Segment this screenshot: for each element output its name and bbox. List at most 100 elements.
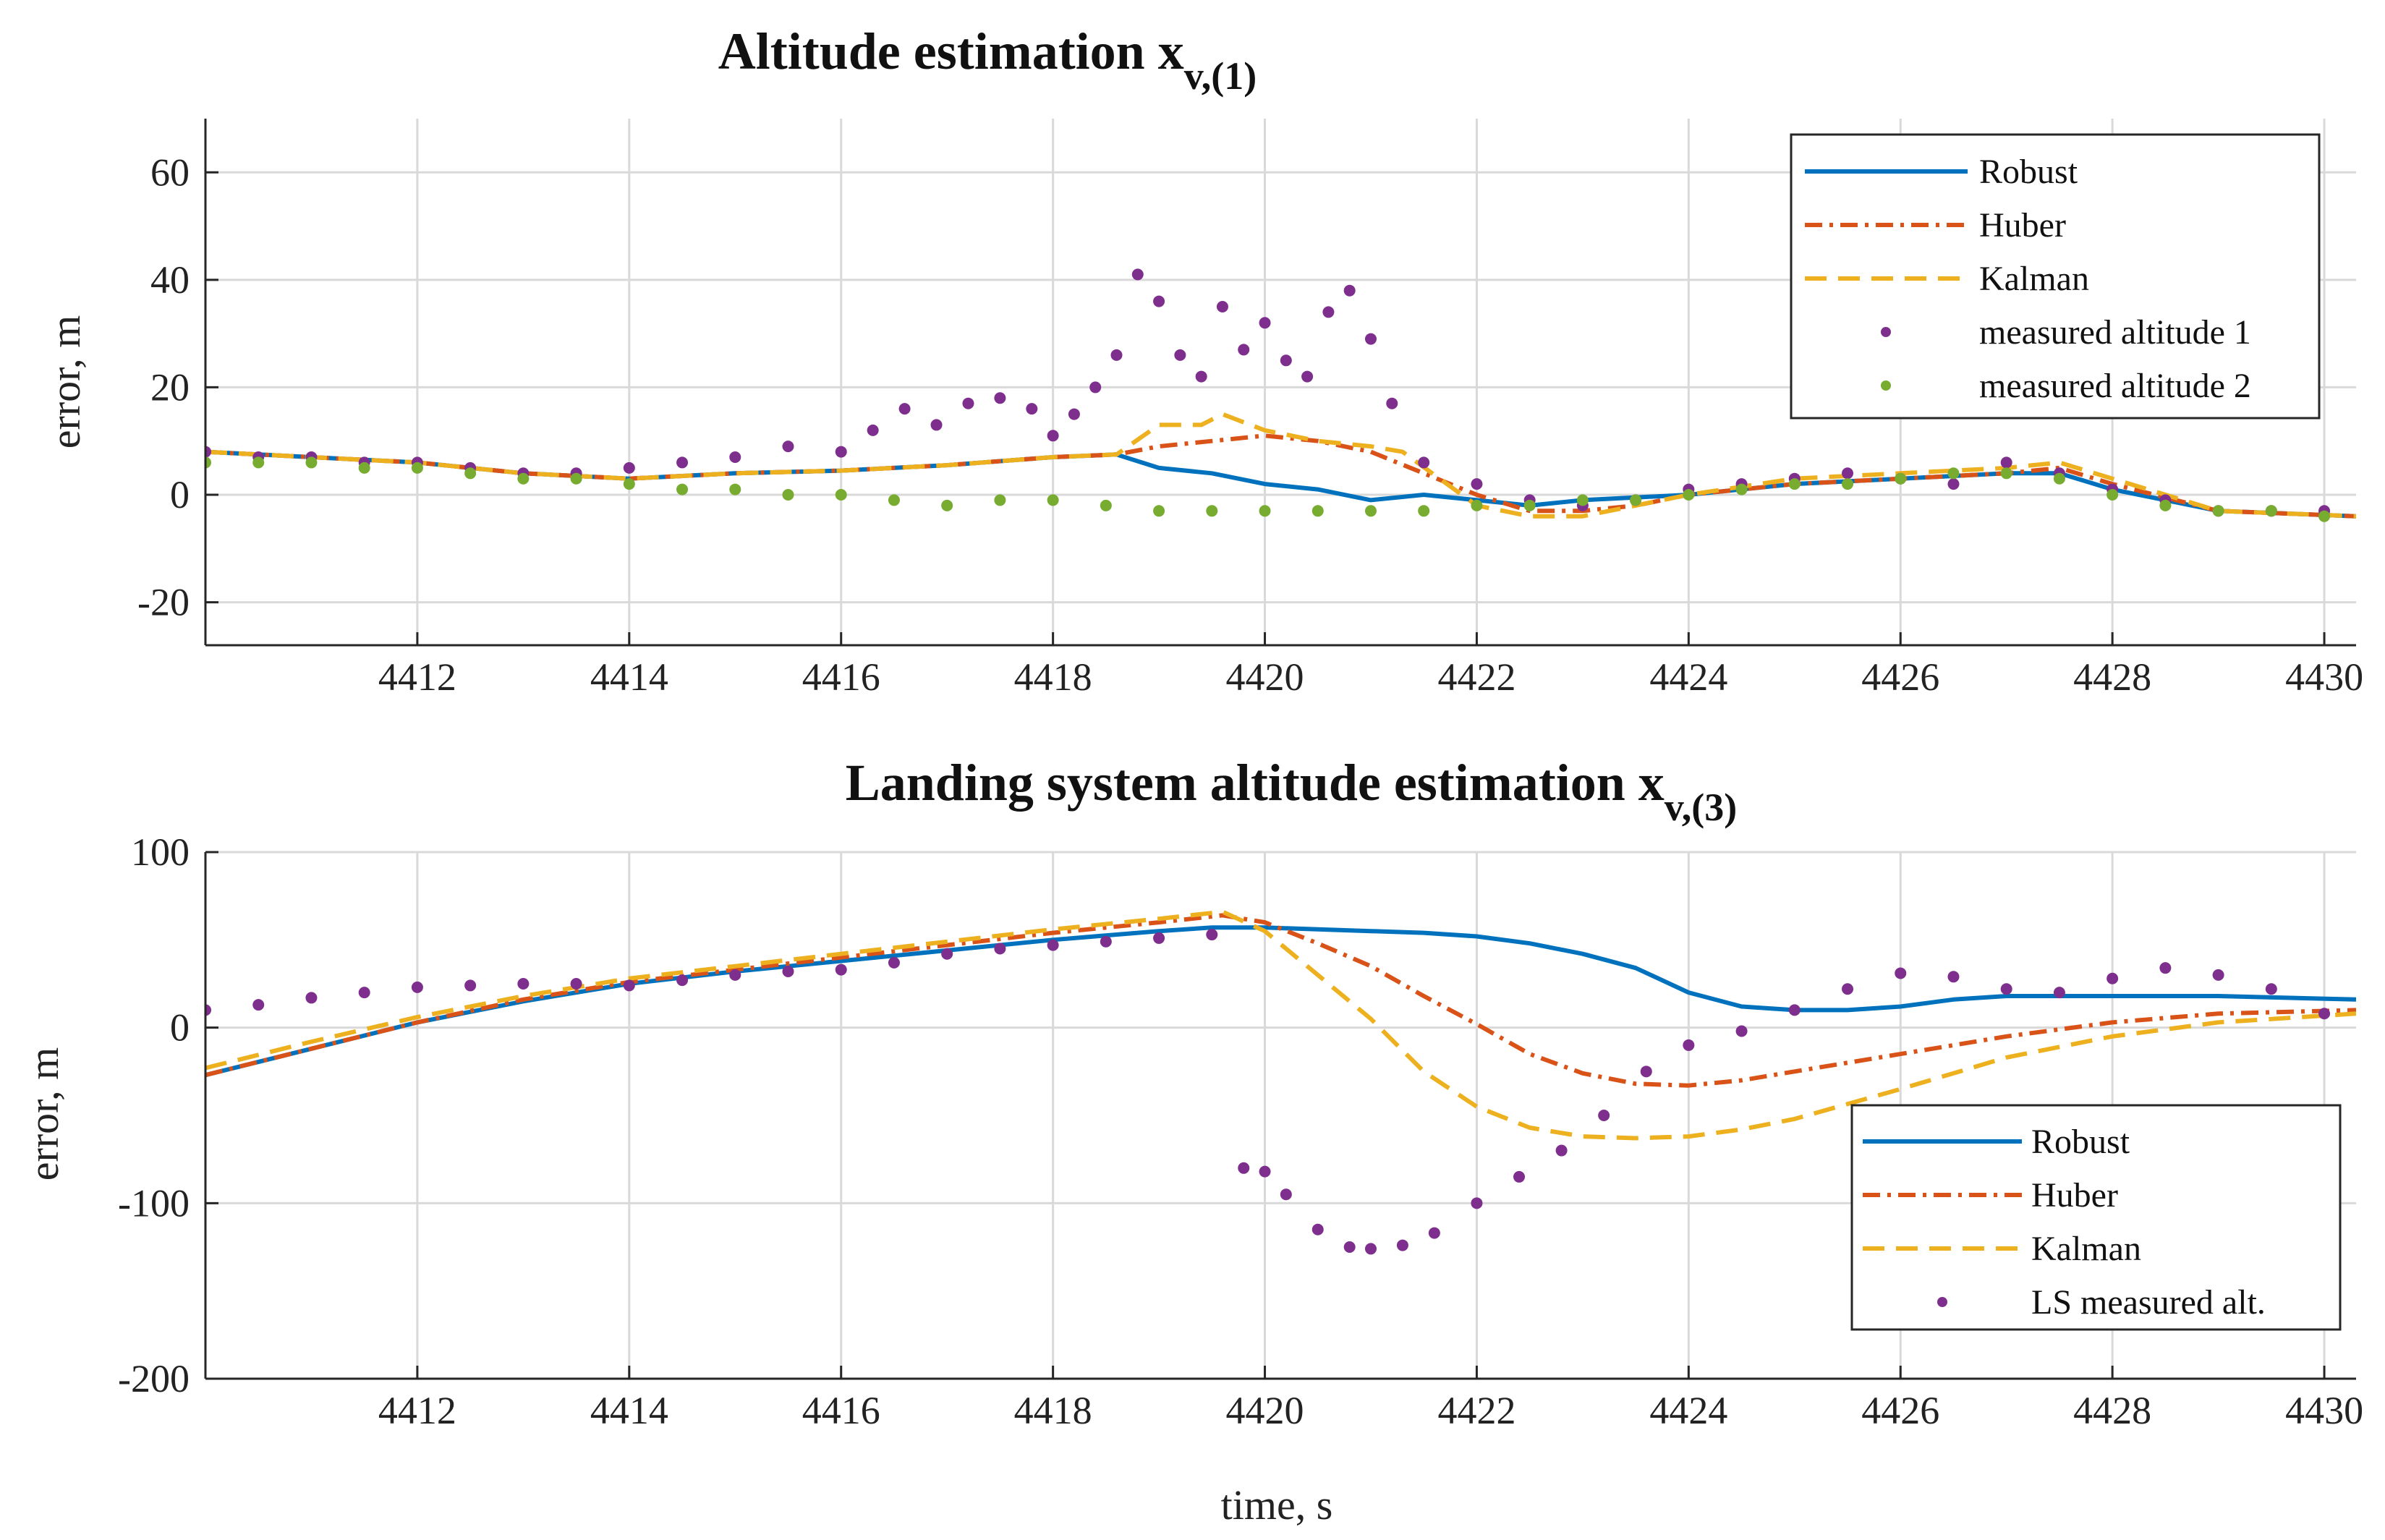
- top-ytick-label: 60: [150, 150, 190, 194]
- bottom-ytick-label: -200: [118, 1357, 190, 1400]
- top-measured-altitude-1-point: [676, 456, 689, 469]
- bottom-ls-measured-alt-point: [464, 979, 477, 992]
- top-measured-altitude-1-point: [994, 392, 1006, 404]
- top-measured-altitude-2-point: [517, 472, 530, 485]
- top-measured-altitude-1-point: [729, 451, 741, 463]
- bottom-ls-measured-alt-point: [1735, 1025, 1748, 1037]
- top-measured-altitude-1-point: [205, 446, 211, 458]
- top-title-main: Altitude estimation x: [718, 22, 1184, 80]
- legend-top-meas2-swatch: [1881, 380, 1891, 391]
- top-series-measured-altitude-2: [205, 456, 2331, 522]
- top-measured-altitude-2-point: [464, 467, 477, 480]
- bottom-ls-measured-alt-point: [1895, 967, 1907, 979]
- top-measured-altitude-1-point: [1026, 403, 1038, 415]
- bottom-ylabel: error, m: [20, 1047, 67, 1180]
- bottom-series-robust-line: [205, 925, 2356, 1078]
- top-measured-altitude-2-point: [835, 489, 847, 501]
- bottom-xlabel: time, s: [1221, 1481, 1333, 1528]
- bottom-ls-measured-alt-point: [411, 981, 423, 993]
- legend-top-meas1-swatch: [1881, 327, 1891, 337]
- top-ylabel: error, m: [42, 315, 89, 448]
- top-measured-altitude-1-point: [1343, 284, 1356, 297]
- top-measured-altitude-2-point: [994, 494, 1006, 506]
- bottom-xtick-label: 4416: [802, 1389, 880, 1432]
- bottom-xtick-label: 4418: [1014, 1389, 1092, 1432]
- top-series-group: [205, 268, 2356, 522]
- bottom-series-ls-measured-alt: [205, 929, 2331, 1255]
- bottom-series-group: [205, 909, 2356, 1255]
- top-measured-altitude-2-point: [1364, 505, 1377, 517]
- bottom-title: Landing system altitude estimation xv,(3…: [846, 754, 1738, 829]
- bottom-ls-measured-alt-point: [2000, 983, 2012, 995]
- top-xtick-label: 4426: [1861, 655, 1939, 699]
- bottom-xtick-label: 4412: [378, 1389, 456, 1432]
- top-measured-altitude-1-point: [835, 446, 847, 458]
- top-measured-altitude-1-point: [1418, 456, 1430, 469]
- bottom-ls-measured-alt-point: [1598, 1110, 1610, 1121]
- top-measured-altitude-1-point: [1110, 349, 1123, 361]
- top-measured-altitude-2-point: [1418, 505, 1430, 517]
- legend-top-meas1-label: measured altitude 1: [1979, 313, 2251, 352]
- bottom-ls-measured-alt-point: [623, 979, 635, 992]
- top-measured-altitude-1-point: [962, 397, 974, 409]
- top-measured-altitude-2-point: [2000, 467, 2012, 480]
- bottom-ls-measured-alt-point: [1238, 1162, 1250, 1174]
- top-measured-altitude-1-point: [1153, 295, 1165, 307]
- bottom-title-main: Landing system altitude estimation x: [846, 754, 1665, 812]
- bottom-ls-measured-alt-point: [358, 987, 370, 999]
- top-ytick-label: 40: [150, 258, 190, 302]
- top-measured-altitude-2-point: [1047, 494, 1059, 506]
- bottom-ls-measured-alt-point: [1280, 1188, 1292, 1201]
- bottom-ls-measured-alt-point: [1206, 929, 1218, 941]
- bottom-ls-measured-alt-point: [2053, 987, 2065, 999]
- top-measured-altitude-2-point: [1895, 472, 1907, 485]
- bottom-ls-measured-alt-point: [941, 948, 953, 960]
- bottom-ls-measured-alt-point: [2318, 1008, 2331, 1020]
- top-series-robust-line: [205, 449, 2356, 519]
- top-xtick-label: 4414: [590, 655, 668, 699]
- bottom-ls-measured-alt-point: [1311, 1223, 1324, 1235]
- bottom-xtick-label: 4430: [2285, 1389, 2363, 1432]
- top-legend: Robust Huber Kalman measured altitude 1 …: [1790, 133, 2321, 420]
- top-measured-altitude-1-point: [1842, 467, 1854, 480]
- top-title-sub: v,(1): [1184, 54, 1257, 98]
- bottom-ls-measured-alt-point: [1513, 1170, 1526, 1183]
- bottom-ls-measured-alt-point: [888, 956, 900, 969]
- top-measured-altitude-1-point: [2000, 456, 2012, 469]
- top-measured-altitude-2-point: [2106, 489, 2119, 501]
- legend-top-huber-label: Huber: [1979, 206, 2066, 244]
- top-measured-altitude-2-point: [1153, 505, 1165, 517]
- top-measured-altitude-2-point: [1206, 505, 1218, 517]
- top-measured-altitude-1-point: [623, 461, 635, 474]
- legend-bottom-ls-swatch: [1937, 1297, 1947, 1307]
- top-measured-altitude-1-point: [1195, 370, 1207, 383]
- top-measured-altitude-2-point: [1947, 467, 1960, 480]
- bottom-ls-measured-alt-point: [1555, 1144, 1568, 1157]
- top-xtick-label: 4430: [2285, 655, 2363, 699]
- top-measured-altitude-2-point: [358, 461, 370, 474]
- top-measured-altitude-2-point: [305, 456, 318, 469]
- bottom-series-huber-line: [205, 913, 2356, 1088]
- top-measured-altitude-1-point: [1471, 478, 1483, 490]
- bottom-ls-measured-alt-point: [1364, 1243, 1377, 1255]
- bottom-ls-measured-alt-point: [2212, 969, 2224, 981]
- top-xtick-label: 4420: [1226, 655, 1304, 699]
- top-measured-altitude-2-point: [941, 499, 953, 511]
- bottom-ls-measured-alt-point: [1683, 1039, 1695, 1051]
- top-series-kalman-line: [205, 412, 2356, 519]
- top-measured-altitude-2-point: [1735, 483, 1748, 495]
- bottom-ls-measured-alt-point: [729, 969, 741, 981]
- top-measured-altitude-1-point: [1364, 333, 1377, 345]
- bottom-ls-measured-alt-point: [1343, 1241, 1356, 1253]
- legend-bottom-kalman-label: Kalman: [2031, 1230, 2141, 1268]
- bottom-ls-measured-alt-point: [1842, 983, 1854, 995]
- top-measured-altitude-1-point: [898, 403, 911, 415]
- bottom-xtick-label: 4428: [2073, 1389, 2151, 1432]
- top-xtick-label: 4418: [1014, 655, 1092, 699]
- bottom-ls-measured-alt-point: [570, 978, 582, 990]
- top-xtick-label: 4416: [802, 655, 880, 699]
- top-measured-altitude-1-point: [1068, 408, 1080, 420]
- top-measured-altitude-1-point: [1131, 268, 1144, 281]
- bottom-xtick-label: 4424: [1649, 1389, 1727, 1432]
